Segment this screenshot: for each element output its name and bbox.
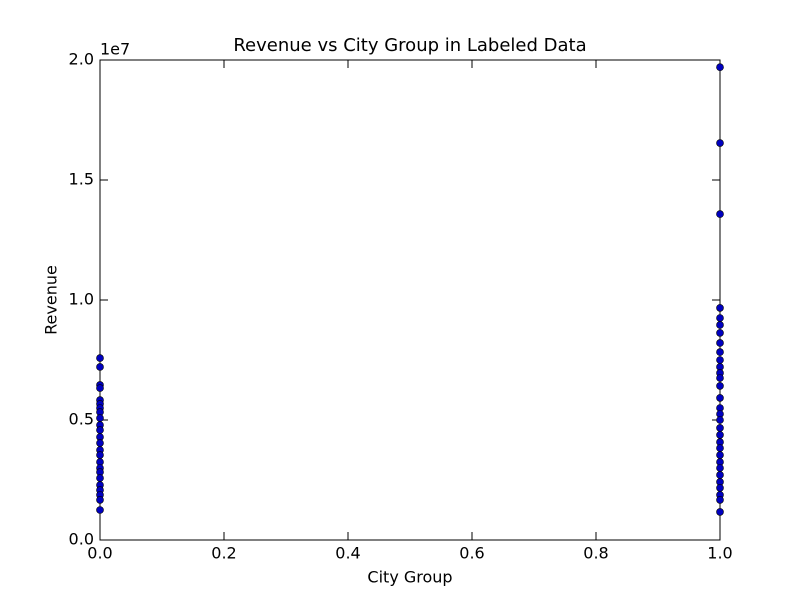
- scatter-point: [716, 484, 724, 492]
- scatter-point: [716, 471, 724, 479]
- scatter-point: [716, 451, 724, 459]
- scatter-point: [716, 356, 724, 364]
- scatter-point: [716, 382, 724, 390]
- y-tick-label: 0.0: [69, 530, 94, 549]
- y-tick-label: 1.5: [69, 170, 94, 189]
- y-tick-label: 2.0: [69, 50, 94, 69]
- scatter-point: [716, 139, 724, 147]
- scatter-point: [96, 451, 104, 459]
- scatter-point: [716, 321, 724, 329]
- x-tick-label: 1.0: [707, 544, 732, 563]
- scatter-point: [716, 210, 724, 218]
- scatter-point: [716, 314, 724, 322]
- scatter-point: [716, 339, 724, 347]
- scatter-point: [96, 384, 104, 392]
- y-tick-label: 0.5: [69, 410, 94, 429]
- scatter-point: [96, 506, 104, 514]
- scatter-point: [716, 63, 724, 71]
- x-axis-label: City Group: [367, 568, 452, 587]
- chart-title: Revenue vs City Group in Labeled Data: [233, 35, 586, 56]
- scatter-point: [96, 414, 104, 422]
- scatter-point: [716, 496, 724, 504]
- y-tick-label: 1.0: [69, 290, 94, 309]
- scatter-point: [96, 363, 104, 371]
- scatter-point: [716, 374, 724, 382]
- scatter-point: [716, 348, 724, 356]
- x-tick-label: 0.4: [335, 544, 360, 563]
- scatter-point: [96, 426, 104, 434]
- scatter-point: [716, 431, 724, 439]
- scatter-point: [716, 464, 724, 472]
- y-axis-label: Revenue: [42, 265, 61, 335]
- x-tick-label: 0.2: [211, 544, 236, 563]
- scatter-point: [716, 424, 724, 432]
- x-tick-label: 0.8: [583, 544, 608, 563]
- scatter-point: [96, 496, 104, 504]
- y-offset-label: 1e7: [100, 40, 130, 59]
- scatter-point: [96, 439, 104, 447]
- x-tick-label: 0.0: [87, 544, 112, 563]
- scatter-point: [716, 444, 724, 452]
- x-tick-label: 0.6: [459, 544, 484, 563]
- scatter-point: [716, 508, 724, 516]
- scatter-point: [716, 329, 724, 337]
- scatter-point: [716, 394, 724, 402]
- scatter-point: [716, 304, 724, 312]
- scatter-point: [96, 354, 104, 362]
- scatter-point: [96, 474, 104, 482]
- scatter-point: [716, 416, 724, 424]
